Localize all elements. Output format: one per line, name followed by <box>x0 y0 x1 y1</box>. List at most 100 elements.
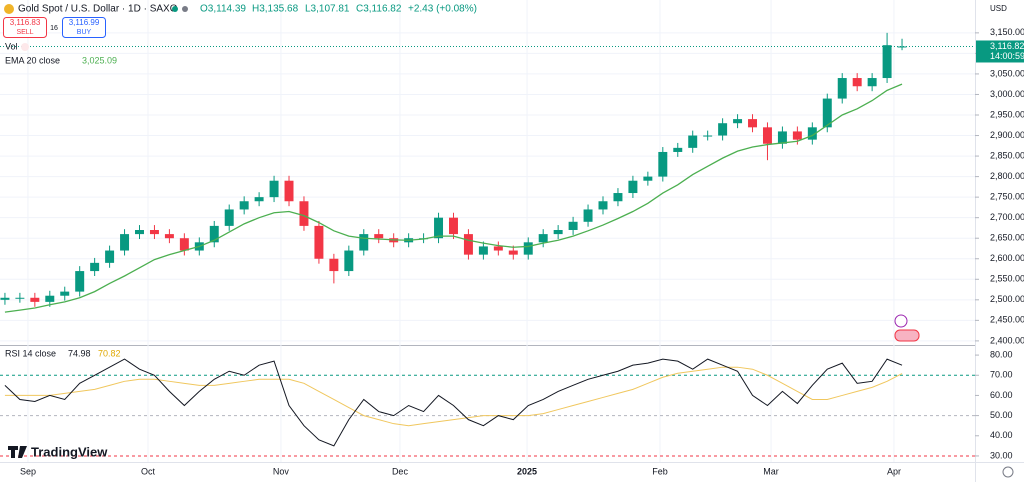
candle-body <box>748 119 758 128</box>
spread: 16 <box>50 25 58 32</box>
candle-body <box>673 147 683 152</box>
candle-body <box>718 123 728 136</box>
symbol-title: Gold Spot / U.S. Dollar · 1D · SAXO <box>18 4 178 15</box>
candle-body <box>628 180 638 194</box>
candle-body <box>688 135 698 148</box>
sell-button[interactable] <box>3 17 47 38</box>
y-tick-label: 2,700.00 <box>990 212 1024 222</box>
y-tick-label: 3,150.00 <box>990 27 1024 37</box>
header: Gold Spot / U.S. Dollar · 1D · SAXO O3,1… <box>3 4 1014 478</box>
candle-body <box>897 46 907 48</box>
candle-body <box>434 217 444 239</box>
buy-button[interactable] <box>62 17 106 38</box>
y-tick-label: 2,850.00 <box>990 150 1024 160</box>
plot <box>0 32 975 447</box>
candle-body <box>164 234 174 239</box>
candle-body <box>493 246 503 251</box>
x-tick-label: 2025 <box>517 466 537 476</box>
y-tick-label: 2,600.00 <box>990 253 1024 263</box>
x-tick-label: Feb <box>652 466 668 476</box>
candle-body <box>60 291 70 296</box>
countdown-label: 14:00:59 <box>990 51 1024 61</box>
rsi-legend-value: 70.82 <box>98 348 121 358</box>
candle-body <box>75 271 85 292</box>
y-tick-label: 2,400.00 <box>990 335 1024 345</box>
last-price-box <box>976 40 1024 63</box>
candle-body <box>269 180 279 198</box>
candle-body <box>299 201 309 226</box>
y-tick-label: 2,750.00 <box>990 192 1024 202</box>
candle-body <box>882 45 892 79</box>
candle-body <box>852 78 862 87</box>
ohlc-low: L3,107.81 <box>305 4 350 15</box>
candle-body <box>733 119 743 124</box>
candle-body <box>30 297 40 302</box>
ema-line <box>4 83 903 313</box>
candle-body <box>0 297 10 300</box>
ohlc-high: H3,135.68 <box>252 4 299 15</box>
candle-body <box>598 201 608 210</box>
y-tick-label: 2,550.00 <box>990 274 1024 284</box>
ohlc-open: O3,114.39 <box>200 4 246 15</box>
ema-value: 3,025.09 <box>82 55 117 65</box>
candle-body <box>284 180 294 202</box>
y-tick-label: 80.00 <box>990 349 1013 359</box>
candle-body <box>105 250 115 263</box>
ema-label: EMA 20 close <box>5 55 60 65</box>
x-tick-label: Sep <box>20 466 36 476</box>
candle-body <box>463 234 473 255</box>
x-tick-label: Mar <box>763 466 779 476</box>
candle-body <box>807 127 817 140</box>
candle-body <box>329 258 339 272</box>
candle-body <box>613 193 623 202</box>
sell-price: 3,116.83 <box>10 18 41 27</box>
symbol-icon <box>4 4 14 14</box>
settings-icon[interactable] <box>1002 466 1014 478</box>
y-tick-label: 3,050.00 <box>990 68 1024 78</box>
y-tick-label: 2,900.00 <box>990 130 1024 140</box>
ohlc-close: C3,116.82 <box>356 4 402 15</box>
y-tick-label: 2,950.00 <box>990 109 1024 119</box>
event-icon <box>894 314 908 328</box>
candle-body <box>658 151 668 177</box>
x-tick-label: Apr <box>887 466 901 476</box>
grid <box>0 0 975 462</box>
y-tick-label: 3,000.00 <box>990 89 1024 99</box>
candle-body <box>837 78 847 99</box>
buy-price: 3,116.99 <box>69 18 100 27</box>
candle-body <box>777 131 787 144</box>
y-tick-label: 70.00 <box>990 370 1013 380</box>
y-tick-label: 60.00 <box>990 390 1013 400</box>
candle-body <box>45 295 55 302</box>
candle-body <box>643 176 653 181</box>
candle-body <box>314 225 324 259</box>
candle-body <box>792 131 802 140</box>
candle-body <box>538 234 548 243</box>
candle-body <box>179 238 189 251</box>
candle-body <box>209 225 219 243</box>
candle-body <box>359 234 369 251</box>
candle-body <box>344 250 354 272</box>
candle-body <box>374 234 384 239</box>
y-tick-label: 2,500.00 <box>990 294 1024 304</box>
candle-body <box>90 262 100 272</box>
warning-icon <box>21 43 29 51</box>
rsi-line <box>4 358 903 447</box>
candle-body <box>254 197 264 202</box>
sell-label: SELL <box>16 29 33 36</box>
candle-body <box>135 230 144 235</box>
rsi-line <box>4 366 903 427</box>
candle-body <box>120 234 130 251</box>
flag-icons <box>894 329 920 342</box>
candle-body <box>553 230 563 235</box>
candle-body <box>224 209 234 226</box>
y-tick-label: 2,800.00 <box>990 171 1024 181</box>
y-tick-label: 40.00 <box>990 430 1013 440</box>
currency: USD <box>990 4 1007 13</box>
candle-body <box>762 127 772 144</box>
candle-body <box>15 297 25 299</box>
candle-body <box>478 246 488 255</box>
axes: Sep Oct Nov Dec 2025 Feb Mar Apr 2,400.00 2,450.0… <box>20 27 1024 476</box>
